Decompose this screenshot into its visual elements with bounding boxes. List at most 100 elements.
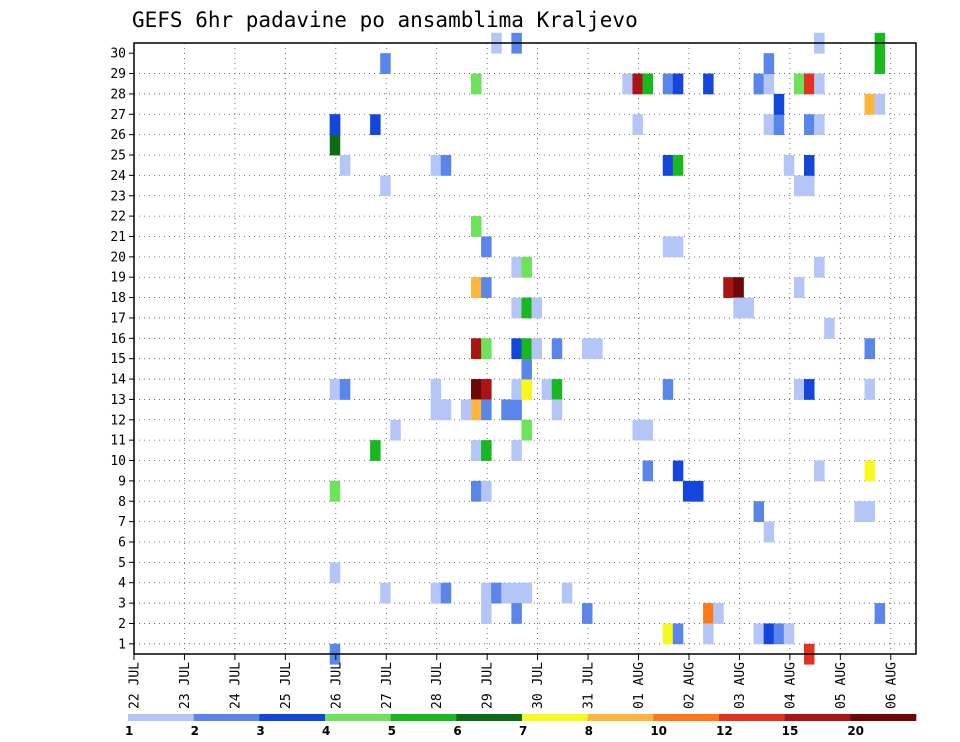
precip-cell — [632, 73, 643, 95]
precip-cell — [864, 93, 876, 115]
x-tick-label: 03 AUG — [733, 662, 748, 709]
precip-cell — [773, 114, 785, 136]
y-tick-label: 25 — [110, 149, 126, 164]
precip-cell — [521, 358, 532, 380]
plot-frame — [133, 42, 917, 655]
precip-cell — [703, 623, 714, 645]
y-tick-label: 19 — [110, 271, 126, 286]
precip-cell — [874, 603, 886, 624]
precip-cell — [662, 155, 674, 176]
precip-cell — [471, 440, 482, 461]
chart-title: GEFS 6hr padavine po ansamblima Kraljevo — [132, 8, 638, 32]
legend-swatch — [325, 714, 391, 721]
legend-label: 1 — [125, 724, 133, 738]
legend: 1 2 3 4 5 6 7 8 10 12 15 20 — [125, 714, 917, 738]
legend-label: 12 — [716, 724, 733, 738]
precip-cell — [662, 236, 674, 258]
legend-label: 4 — [322, 724, 330, 738]
legend-swatch — [390, 714, 457, 721]
precip-cell — [541, 379, 553, 400]
precip-cell — [803, 379, 815, 400]
precip-cell — [511, 582, 522, 604]
precip-cell — [773, 93, 785, 115]
precip-cell — [763, 114, 775, 136]
precip-cell — [793, 277, 805, 298]
precip-cell — [753, 73, 765, 95]
x-tick-label: 30 JUL — [531, 662, 546, 709]
precip-cell — [460, 399, 472, 421]
precip-cell — [814, 460, 825, 482]
precip-cell — [511, 399, 522, 421]
precip-cell — [763, 53, 775, 74]
y-tick-label: 18 — [110, 291, 126, 306]
x-tick-label: 25 JUL — [279, 662, 294, 709]
precip-cell — [471, 277, 482, 298]
precip-cell — [491, 582, 502, 604]
precip-cell — [511, 603, 522, 624]
precip-cell — [642, 419, 654, 441]
x-tick-label: 26 JUL — [329, 662, 344, 709]
precip-cell — [733, 277, 744, 298]
precip-cell — [703, 73, 714, 95]
legend-swatch — [259, 714, 326, 721]
precip-cell — [814, 114, 825, 136]
legend-label: 3 — [256, 724, 264, 738]
precip-cell — [511, 440, 522, 461]
x-tick-label: 01 AUG — [632, 662, 647, 709]
legend-swatch — [522, 714, 588, 721]
precip-cell — [551, 379, 563, 400]
precip-cell — [864, 338, 876, 360]
precip-cell — [662, 379, 674, 400]
precip-cell — [662, 623, 674, 645]
precip-cell — [864, 379, 876, 400]
y-tick-label: 5 — [118, 556, 126, 571]
precip-cell — [551, 399, 563, 421]
cells — [329, 32, 886, 665]
precip-cell — [753, 623, 765, 645]
precip-cell — [682, 480, 694, 502]
precip-cell — [753, 501, 765, 523]
precip-cell — [380, 582, 391, 604]
precip-cell — [370, 440, 381, 461]
y-tick-label: 24 — [110, 169, 126, 184]
y-tick-label: 8 — [118, 495, 126, 510]
precip-cell — [793, 175, 805, 197]
y-tick-label: 2 — [118, 617, 126, 632]
precip-cell — [511, 256, 522, 278]
precip-cell — [370, 114, 381, 136]
precip-cell — [481, 379, 492, 400]
precip-cell — [329, 562, 341, 584]
precip-cell — [672, 460, 684, 482]
y-tick-label: 26 — [110, 128, 126, 143]
precip-cell — [511, 338, 522, 360]
precip-cell — [501, 582, 512, 604]
precip-cell — [693, 480, 704, 502]
precip-cell — [329, 134, 341, 156]
precip-cell — [440, 155, 452, 176]
precip-cell — [814, 256, 825, 278]
precip-cell — [713, 603, 724, 624]
precip-cell — [339, 379, 351, 400]
precip-cell — [632, 419, 643, 441]
y-tick-label: 4 — [118, 576, 126, 591]
precip-cell — [521, 256, 532, 278]
precip-cell — [793, 379, 805, 400]
y-tick-label: 30 — [110, 47, 126, 62]
legend-label: 8 — [585, 724, 593, 738]
y-tick-label: 13 — [110, 393, 126, 408]
y-tick-label: 20 — [110, 250, 126, 265]
precip-cell — [874, 93, 886, 115]
legend-label: 2 — [191, 724, 199, 738]
precip-cell — [531, 297, 543, 319]
precip-cell — [743, 297, 754, 319]
precip-cell — [471, 379, 482, 400]
precip-cell — [471, 216, 482, 237]
x-tick-label: 05 AUG — [834, 662, 849, 709]
x-tick-label: 28 JUL — [430, 662, 445, 709]
precip-cell — [481, 236, 492, 258]
y-tick-label: 21 — [110, 230, 126, 245]
y-tick-label: 16 — [110, 332, 126, 347]
x-tick-label: 22 JUL — [128, 662, 143, 709]
precip-cell — [864, 501, 876, 523]
precip-cell — [440, 582, 452, 604]
